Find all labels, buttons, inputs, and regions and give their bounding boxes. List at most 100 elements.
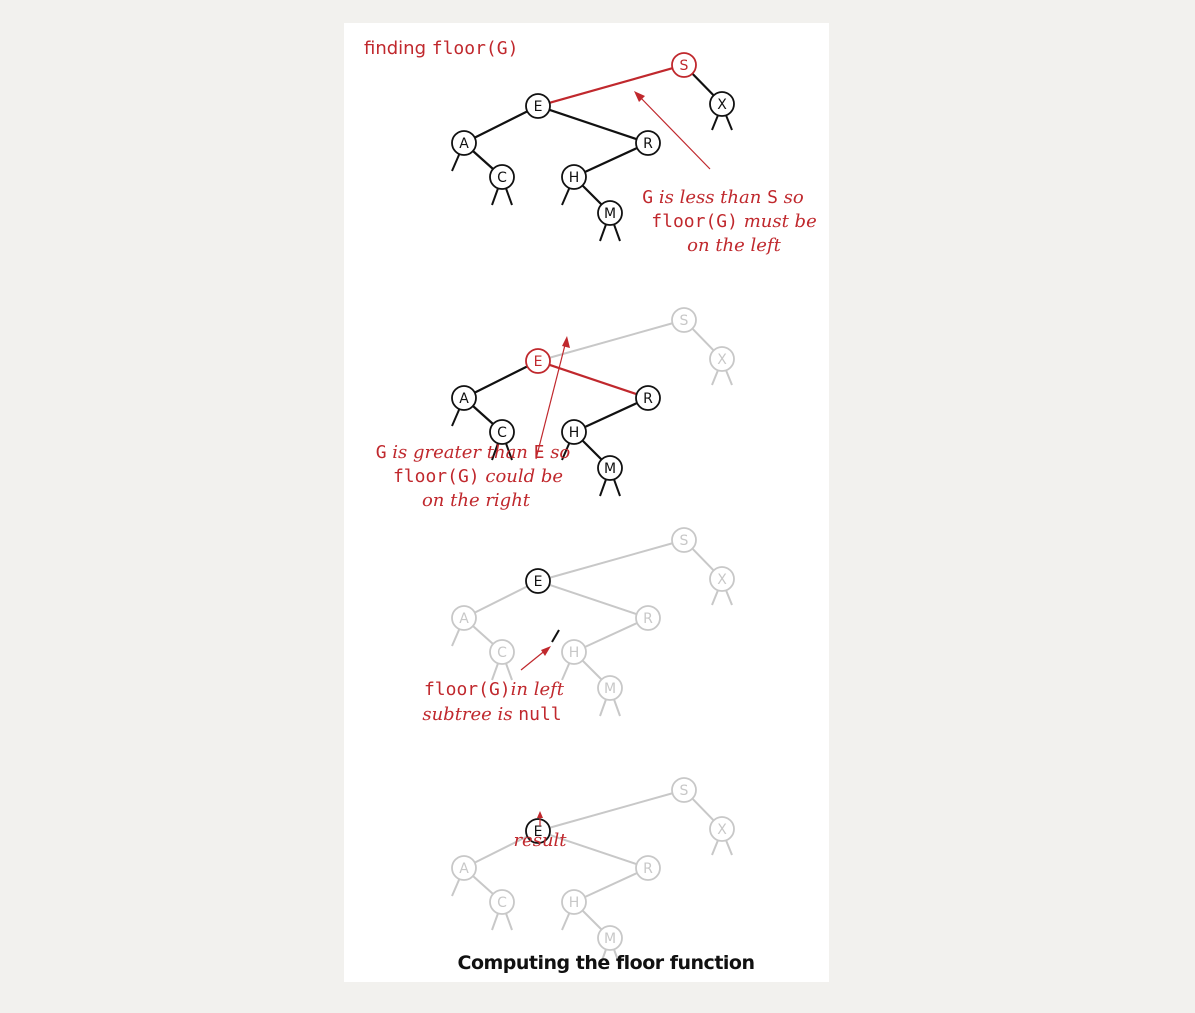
null-link [451,407,461,427]
null-link [491,186,500,206]
node-circle [597,200,623,226]
node-key: S [680,313,689,329]
annotation-text: so [544,442,570,463]
annotation-line-1: G is less than S so [642,187,804,208]
arrow-head [537,811,543,818]
null-link [599,477,608,497]
null-link [561,186,571,206]
bst-floor-diagram: finding floor(G) S X E A R C H M S X E A R C H M S X E A R C H… [364,38,817,967]
arrow-head [541,646,551,656]
node-key: C [497,645,507,661]
null-link [491,661,500,681]
null-link [724,368,733,386]
edge-e-a [474,365,528,394]
node-e: E [525,568,551,594]
null-link [491,911,500,931]
node-key: X [717,97,727,113]
node-circle [597,925,623,951]
node-circle [561,419,587,445]
annotation-text: so [778,187,804,208]
edge-s-e [549,322,673,359]
node-key: E [534,824,543,840]
node-circle [489,164,515,190]
node-key: A [459,136,469,152]
null-link [561,661,571,681]
header-prefix: finding [364,38,432,59]
node-circle [525,568,551,594]
node-circle [709,816,735,842]
node-circle [635,385,661,411]
node-c: C [489,639,515,665]
annotation-code: floor(G) [424,679,511,700]
node-circle [489,419,515,445]
node-circle [597,455,623,481]
annotation-code: floor(G) [651,211,738,232]
node-key: X [717,822,727,838]
node-circle [561,164,587,190]
annotation-text: could be [480,466,563,487]
node-key: R [643,136,653,152]
node-r: R [635,855,661,881]
node-circle [671,777,697,803]
node-circle [597,675,623,701]
node-key: H [569,425,580,441]
trees-group: S X E A R C H M S X E A R C H M S X E A R C H M S X E A R C H M [451,52,735,967]
node-circle [561,889,587,915]
node-circle [489,889,515,915]
node-circle [671,307,697,333]
node-c: C [489,889,515,915]
figure-panel: finding floor(G) S X E A R C H M S X E A R C H M S X E A R C H… [344,23,829,982]
edge-r-h [584,402,638,428]
null-link [724,838,733,856]
annotation-text: subtree is [422,704,518,725]
node-key: S [680,533,689,549]
header-code: floor(G) [432,38,519,59]
null-link [599,697,608,717]
node-key: A [459,611,469,627]
node-key: A [459,391,469,407]
node-key: H [569,170,580,186]
node-x: X [709,566,735,592]
node-c: C [489,419,515,445]
node-a: A [451,385,477,411]
annotation-code: G [376,442,387,463]
edge-h-m [581,659,603,681]
edge-h-m [581,184,603,206]
annotation-code: S [767,187,778,208]
annotation-code: null [518,704,561,725]
figure-caption: Computing the floor function [457,952,756,974]
node-circle [451,605,477,631]
null-link [599,947,608,967]
node-h: H [561,889,587,915]
edge-r-h [584,872,638,898]
annotation-step-4: result [513,811,567,851]
edge-e-a [474,110,528,139]
null-link [561,441,571,461]
node-circle [525,818,551,844]
node-key: S [680,58,689,74]
node-r: R [635,385,661,411]
node-key: R [643,611,653,627]
edge-a-c [472,625,494,645]
node-circle [709,346,735,372]
arrow-head [562,336,570,348]
node-key: E [534,354,543,370]
edge-s-e [549,792,673,829]
edge-s-x [691,547,715,572]
annotation-step-3: floor(G)in left subtree is null [422,629,565,725]
node-m: M [597,925,623,951]
node-circle [635,605,661,631]
null-link [451,877,461,897]
node-a: A [451,605,477,631]
node-circle [709,91,735,117]
null-link [711,838,720,856]
edge-h-m [581,909,603,931]
node-e: E [525,818,551,844]
node-key: M [604,461,616,477]
node-circle [635,130,661,156]
null-link [711,113,720,131]
edge-h-m [581,439,603,461]
node-circle [489,639,515,665]
arrow-head [634,91,645,102]
null-link [491,441,500,461]
